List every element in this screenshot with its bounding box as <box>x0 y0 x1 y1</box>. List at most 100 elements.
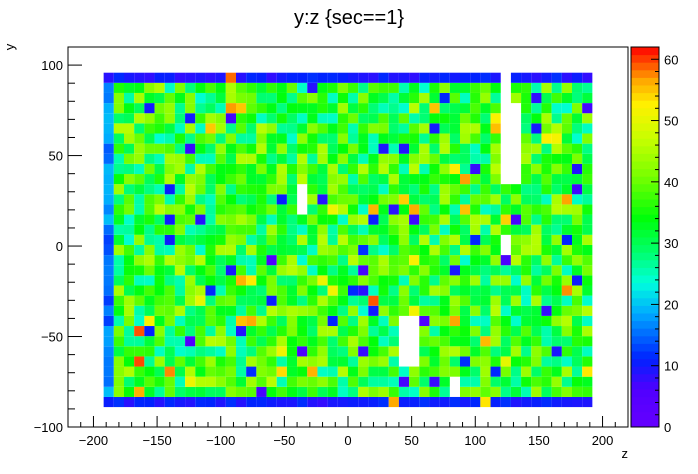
heatmap-cell <box>388 336 399 347</box>
palette-band <box>631 115 659 124</box>
heatmap-cell <box>195 386 206 397</box>
heatmap-cell <box>521 194 532 205</box>
heatmap-cell <box>439 346 450 357</box>
heatmap-cell <box>154 72 165 83</box>
palette-band <box>631 54 659 63</box>
heatmap-cell <box>113 174 124 185</box>
heatmap-cell <box>541 143 552 154</box>
heatmap-cell <box>195 163 206 175</box>
heatmap-cell <box>368 82 379 93</box>
heatmap-cell <box>327 204 338 215</box>
heatmap-cell <box>439 143 450 154</box>
heatmap-cell <box>134 163 145 175</box>
heatmap-cell <box>337 255 348 266</box>
heatmap-cell <box>388 315 399 327</box>
heatmap-cell <box>419 123 430 134</box>
heatmap-cell <box>113 275 124 286</box>
heatmap-cell <box>490 163 501 175</box>
heatmap-cell <box>327 366 338 377</box>
heatmap-cell <box>419 356 430 367</box>
heatmap-cell <box>317 356 328 367</box>
heatmap-cell <box>358 265 369 276</box>
heatmap-cell <box>561 295 572 306</box>
heatmap-cell <box>185 244 196 256</box>
heatmap-cell <box>154 315 165 327</box>
heatmap-cell <box>510 356 522 367</box>
heatmap-cell <box>236 244 247 256</box>
heatmap-cell <box>409 244 420 256</box>
heatmap-cell <box>398 194 410 205</box>
heatmap-cell <box>541 194 552 205</box>
heatmap-cell <box>510 214 522 225</box>
heatmap-cell <box>449 346 460 357</box>
heatmap-cell <box>561 315 572 327</box>
heatmap-cell <box>164 133 175 144</box>
heatmap-cell <box>103 244 114 256</box>
heatmap-cell <box>154 295 165 306</box>
heatmap-cell <box>124 366 135 377</box>
heatmap-cell <box>429 194 440 205</box>
heatmap-cell <box>124 214 135 225</box>
heatmap-cell <box>225 326 236 337</box>
palette-band <box>631 145 659 154</box>
heatmap-cell <box>103 255 114 266</box>
heatmap-cell <box>286 285 298 296</box>
heatmap-cell <box>154 326 165 337</box>
heatmap-cell <box>582 113 593 124</box>
heatmap-cell <box>419 113 430 124</box>
heatmap-cell <box>103 366 114 377</box>
heatmap-cell <box>317 143 328 154</box>
heatmap-cell <box>429 133 440 144</box>
heatmap-cell <box>500 386 511 397</box>
heatmap-cell <box>307 285 318 296</box>
heatmap-cell <box>409 204 420 215</box>
heatmap-cell <box>409 224 420 235</box>
heatmap-cell <box>490 336 501 347</box>
heatmap-cell <box>124 315 135 327</box>
heatmap-cell <box>236 265 247 276</box>
heatmap-cell <box>307 386 318 397</box>
heatmap-cell <box>256 214 267 225</box>
heatmap-cell <box>398 305 410 316</box>
heatmap-cell <box>388 265 399 276</box>
heatmap-cell <box>103 386 114 397</box>
heatmap-cell <box>195 194 206 205</box>
heatmap-cell <box>541 396 552 408</box>
heatmap-cell <box>256 376 267 387</box>
heatmap-cell <box>429 315 440 327</box>
heatmap-cell <box>582 295 593 306</box>
heatmap-cell <box>256 315 267 327</box>
heatmap-cell <box>378 153 389 164</box>
heatmap-cell <box>185 366 196 377</box>
heatmap-cell <box>286 143 298 154</box>
heatmap-cell <box>480 285 491 296</box>
heatmap-cell <box>164 82 175 93</box>
heatmap-cell <box>490 275 501 286</box>
heatmap-cell <box>327 163 338 175</box>
heatmap-cell <box>266 113 277 124</box>
heatmap-cell <box>124 396 135 408</box>
palette-band <box>631 343 659 352</box>
heatmap-cell <box>551 82 562 93</box>
heatmap-cell <box>561 123 572 134</box>
heatmap-cell <box>246 234 257 245</box>
heatmap-cell <box>195 123 206 134</box>
heatmap-cell <box>582 143 593 154</box>
heatmap-cell <box>398 123 410 134</box>
heatmap-cell <box>154 194 165 205</box>
heatmap-cell <box>419 103 430 114</box>
heatmap-cell <box>531 285 542 296</box>
heatmap-cell <box>154 214 165 225</box>
heatmap-cell <box>256 396 267 408</box>
heatmap-cell <box>470 386 481 397</box>
heatmap-cell <box>205 265 216 276</box>
heatmap-cell <box>124 204 135 215</box>
heatmap-cell <box>225 123 236 134</box>
palette-band <box>631 138 659 147</box>
heatmap-cell <box>358 123 369 134</box>
heatmap-cell <box>215 153 226 164</box>
heatmap-cell <box>256 103 267 114</box>
heatmap-cell <box>358 356 369 367</box>
heatmap-cell <box>286 336 298 347</box>
